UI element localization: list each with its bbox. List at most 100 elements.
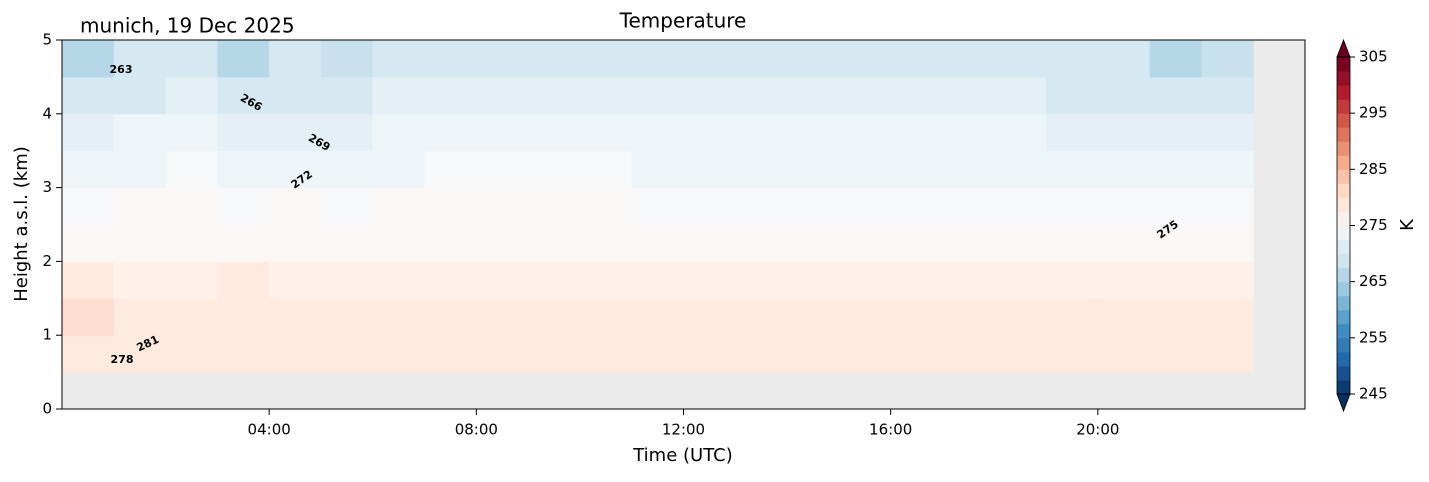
heatmap-cell [942, 76, 995, 115]
chart-title: Temperature [619, 9, 747, 33]
heatmap-cell [476, 76, 529, 115]
heatmap-cell [165, 40, 218, 78]
heatmap-cell [424, 298, 477, 336]
heatmap-cell [1097, 261, 1151, 299]
heatmap-cell [787, 40, 840, 78]
x-tick-label: 04:00 [248, 421, 291, 439]
heatmap-cell [476, 40, 529, 78]
colorbar-tick-label: 275 [1359, 216, 1388, 234]
heatmap-cell [165, 298, 218, 336]
heatmap-cell [994, 113, 1047, 152]
heatmap-cell [1149, 40, 1202, 78]
colorbar-band [1337, 267, 1350, 283]
heatmap-cell [320, 224, 374, 262]
heatmap-cell [372, 224, 426, 262]
colorbar-band [1337, 183, 1350, 198]
heatmap-cell [787, 113, 840, 152]
colorbar-tick-label: 265 [1359, 272, 1388, 290]
colorbar-tick-label: 295 [1359, 104, 1388, 122]
heatmap-cell [424, 40, 477, 78]
colorbar-band [1337, 211, 1350, 226]
heatmap-cell [1201, 113, 1254, 152]
heatmap-cell [424, 224, 477, 262]
x-tick-label: 16:00 [869, 421, 912, 439]
heatmap-cell [372, 113, 426, 152]
heatmap-cell [1046, 40, 1099, 78]
heatmap-cell [217, 224, 270, 262]
heatmap-cell [528, 150, 581, 189]
heatmap-cell [890, 187, 943, 225]
heatmap-cell [579, 113, 633, 152]
heatmap-cell [838, 335, 892, 373]
heatmap-cell [1046, 150, 1099, 189]
heatmap-cell [683, 335, 736, 373]
y-tick-label: 0 [42, 400, 52, 418]
heatmap-cell [165, 76, 218, 115]
heatmap-cell [631, 40, 684, 78]
heatmap-cell [320, 335, 374, 373]
heatmap-cell [631, 76, 684, 115]
heatmap-cell [942, 261, 995, 299]
heatmap-cell [1097, 298, 1151, 336]
heatmap-cell [994, 335, 1047, 373]
heatmap-cell [735, 224, 788, 262]
heatmap-cell [735, 298, 788, 336]
heatmap-cell [372, 150, 426, 189]
heatmap-cell [269, 335, 322, 373]
heatmap-cell [787, 150, 840, 189]
heatmap-cell [372, 187, 426, 225]
heatmap-cell [320, 150, 374, 189]
heatmap-cell [113, 40, 167, 78]
heatmap-cell [113, 224, 167, 262]
colorbar-band [1337, 99, 1350, 114]
heatmap-cell [424, 187, 477, 225]
heatmap-cell [1046, 335, 1099, 373]
heatmap-cell [528, 298, 581, 336]
heatmap-cell [372, 261, 426, 299]
heatmap-cell [1046, 261, 1099, 299]
heatmap-cell [165, 113, 218, 152]
heatmap-cell [476, 298, 529, 336]
colorbar-tick-label: 255 [1359, 328, 1388, 346]
heatmap-cell [890, 40, 943, 78]
heatmap-cell [631, 187, 684, 225]
heatmap-cell [683, 224, 736, 262]
colorbar-band [1337, 295, 1350, 311]
heatmap-cell [1201, 40, 1254, 78]
colorbar-band [1337, 365, 1350, 381]
colorbar-band [1337, 225, 1350, 241]
heatmap-cell [579, 298, 633, 336]
heatmap-cell [113, 261, 167, 299]
colorbar-band [1337, 127, 1350, 142]
heatmap-cell [942, 335, 995, 373]
heatmap-cell [1201, 261, 1254, 299]
heatmap-cell [683, 113, 736, 152]
colorbar-band [1337, 155, 1350, 170]
heatmap-cell [1097, 40, 1151, 78]
heatmap-cell [683, 187, 736, 225]
heatmap-cell [113, 150, 167, 189]
heatmap-cell [735, 335, 788, 373]
heatmap-cell [1097, 335, 1151, 373]
heatmap-cell [838, 76, 892, 115]
heatmap-cell [838, 187, 892, 225]
heatmap-cell [217, 187, 270, 225]
heatmap-cell [1097, 150, 1151, 189]
heatmap-cell [1201, 150, 1254, 189]
heatmap-cell [787, 335, 840, 373]
heatmap-cell [217, 76, 270, 115]
heatmap-cell [787, 261, 840, 299]
colorbar-label: K [1397, 218, 1418, 231]
heatmap-cell [62, 113, 115, 152]
x-tick-label: 20:00 [1076, 421, 1119, 439]
heatmap-cell [165, 187, 218, 225]
heatmap-cell [62, 76, 115, 115]
heatmap-cell [942, 187, 995, 225]
heatmap-cell [942, 224, 995, 262]
heatmap-cell [1201, 335, 1254, 373]
heatmap-cell [1149, 298, 1202, 336]
heatmap-cell [994, 261, 1047, 299]
heatmap-cell [683, 76, 736, 115]
colorbar-band [1337, 379, 1350, 395]
y-tick-label: 3 [42, 178, 52, 196]
